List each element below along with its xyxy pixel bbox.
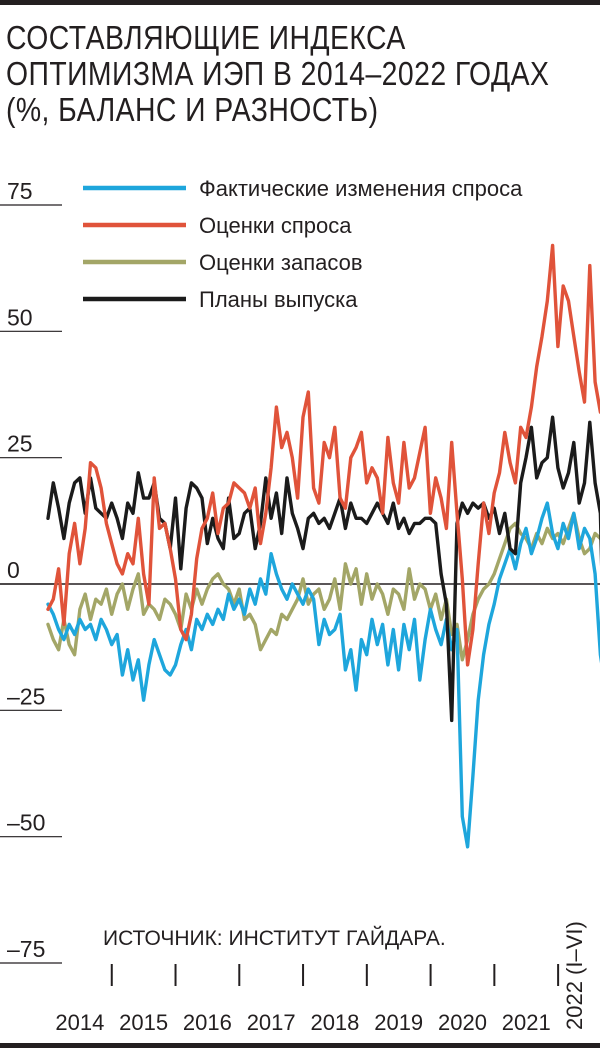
legend-label: Оценки спроса xyxy=(199,213,352,238)
title-line-1: СОСТАВЛЯЮЩИЕ ИНДЕКСА xyxy=(6,19,406,56)
series-line xyxy=(46,501,600,849)
legend-label: Оценки запасов xyxy=(199,250,363,275)
bottom-rule xyxy=(0,1043,600,1048)
year-label: 2021 xyxy=(502,1010,551,1035)
series-line xyxy=(46,243,600,667)
top-rule xyxy=(0,0,600,5)
title-line-3: (%, БАЛАНС И РАЗНОСТЬ) xyxy=(6,91,379,128)
chart-title: СОСТАВЛЯЮЩИЕ ИНДЕКСА ОПТИМИЗМА ИЭП В 201… xyxy=(6,19,550,128)
year-label: 2022 (I–VI) xyxy=(562,921,587,1030)
series-line xyxy=(46,511,600,662)
y-tick-label: 25 xyxy=(7,431,33,457)
legend-label: Фактические изменения спроса xyxy=(199,176,523,201)
year-label: 2020 xyxy=(438,1010,487,1035)
y-tick-label: –75 xyxy=(7,936,45,962)
year-label: 2019 xyxy=(374,1010,423,1035)
y-tick-label: 50 xyxy=(7,304,33,330)
source-note: ИСТОЧНИК: ИНСТИТУТ ГАЙДАРА. xyxy=(103,926,446,950)
year-label: 2016 xyxy=(183,1010,232,1035)
y-tick-label: –25 xyxy=(7,683,45,709)
title-line-2: ОПТИМИЗМА ИЭП В 2014–2022 ГОДАХ xyxy=(6,55,550,92)
year-label: 2018 xyxy=(310,1010,359,1035)
year-label: 2015 xyxy=(119,1010,168,1035)
y-tick-label: 0 xyxy=(7,557,20,583)
year-label: 2014 xyxy=(55,1010,104,1035)
y-tick-label: –50 xyxy=(7,810,45,836)
year-label: 2017 xyxy=(247,1010,296,1035)
y-tick-label: 75 xyxy=(7,178,33,204)
legend-label: Планы выпуска xyxy=(199,287,358,312)
